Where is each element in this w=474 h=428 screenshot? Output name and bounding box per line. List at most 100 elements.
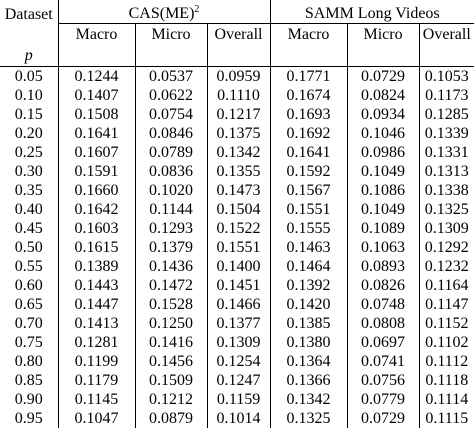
cell-samm-overall: 0.1331 [419, 143, 474, 162]
cell-casme2-macro: 0.1413 [58, 314, 135, 333]
cell-samm-macro: 0.1366 [270, 371, 347, 390]
cell-casme2-micro: 0.0846 [135, 124, 207, 143]
cell-samm-overall: 0.1114 [419, 390, 474, 409]
cell-samm-macro: 0.1555 [270, 219, 347, 238]
cell-casme2-macro: 0.1447 [58, 295, 135, 314]
cell-casme2-overall: 0.1110 [207, 86, 270, 105]
cell-samm-macro: 0.1674 [270, 86, 347, 105]
cell-casme2-micro: 0.0754 [135, 105, 207, 124]
p-value-cell: 0.80 [0, 352, 58, 371]
cell-samm-macro: 0.1464 [270, 257, 347, 276]
cell-samm-overall: 0.1313 [419, 162, 474, 181]
cell-casme2-micro: 0.0622 [135, 86, 207, 105]
cell-casme2-overall: 0.1014 [207, 409, 270, 428]
cell-samm-micro: 0.0893 [347, 257, 419, 276]
cell-samm-micro: 0.0934 [347, 105, 419, 124]
p-value-cell: 0.45 [0, 219, 58, 238]
p-value-cell: 0.70 [0, 314, 58, 333]
cell-casme2-overall: 0.1355 [207, 162, 270, 181]
cell-casme2-overall: 0.0959 [207, 67, 270, 87]
p-value-cell: 0.40 [0, 200, 58, 219]
subheader-samm-macro: Macro [270, 24, 347, 46]
p-value-cell: 0.25 [0, 143, 58, 162]
cell-casme2-overall: 0.1247 [207, 371, 270, 390]
p-row-blank [419, 45, 474, 67]
cell-samm-micro: 0.1086 [347, 181, 419, 200]
cell-samm-macro: 0.1385 [270, 314, 347, 333]
table-header-sub-row: Macro Micro Overall Macro Micro Overall [0, 24, 474, 46]
cell-samm-overall: 0.1325 [419, 200, 474, 219]
cell-casme2-micro: 0.1212 [135, 390, 207, 409]
p-row-blank [135, 45, 207, 67]
p-row-blank [270, 45, 347, 67]
cell-casme2-overall: 0.1522 [207, 219, 270, 238]
group-header-casme2-name: CAS(ME) [129, 5, 195, 22]
cell-samm-micro: 0.1063 [347, 238, 419, 257]
dataset-header: Dataset [0, 0, 58, 24]
cell-casme2-micro: 0.1509 [135, 371, 207, 390]
p-value-cell: 0.30 [0, 162, 58, 181]
cell-casme2-micro: 0.1144 [135, 200, 207, 219]
p-row-blank [207, 45, 270, 67]
cell-casme2-micro: 0.1528 [135, 295, 207, 314]
cell-samm-micro: 0.0741 [347, 352, 419, 371]
cell-casme2-overall: 0.1254 [207, 352, 270, 371]
cell-samm-micro: 0.1049 [347, 162, 419, 181]
cell-casme2-micro: 0.0789 [135, 143, 207, 162]
p-value-cell: 0.15 [0, 105, 58, 124]
cell-samm-overall: 0.1173 [419, 86, 474, 105]
subheader-samm-micro: Micro [347, 24, 419, 46]
cell-casme2-macro: 0.1443 [58, 276, 135, 295]
cell-samm-micro: 0.1089 [347, 219, 419, 238]
cell-samm-overall: 0.1309 [419, 219, 474, 238]
cell-samm-macro: 0.1551 [270, 200, 347, 219]
cell-casme2-macro: 0.1389 [58, 257, 135, 276]
cell-casme2-micro: 0.1293 [135, 219, 207, 238]
cell-samm-overall: 0.1292 [419, 238, 474, 257]
cell-samm-micro: 0.0826 [347, 276, 419, 295]
cell-samm-overall: 0.1053 [419, 67, 474, 87]
cell-casme2-overall: 0.1217 [207, 105, 270, 124]
cell-samm-macro: 0.1641 [270, 143, 347, 162]
p-row-blank [58, 45, 135, 67]
cell-samm-overall: 0.1102 [419, 333, 474, 352]
dataset-header-blank [0, 24, 58, 46]
cell-samm-overall: 0.1338 [419, 181, 474, 200]
cell-casme2-macro: 0.1244 [58, 67, 135, 87]
subheader-casme2-macro: Macro [58, 24, 135, 46]
subheader-casme2-micro: Micro [135, 24, 207, 46]
cell-casme2-micro: 0.0537 [135, 67, 207, 87]
cell-casme2-macro: 0.1641 [58, 124, 135, 143]
cell-samm-micro: 0.0824 [347, 86, 419, 105]
p-value-cell: 0.75 [0, 333, 58, 352]
subheader-casme2-overall: Overall [207, 24, 270, 46]
cell-samm-macro: 0.1420 [270, 295, 347, 314]
p-value-cell: 0.65 [0, 295, 58, 314]
cell-casme2-macro: 0.1607 [58, 143, 135, 162]
cell-casme2-micro: 0.1379 [135, 238, 207, 257]
cell-samm-micro: 0.0808 [347, 314, 419, 333]
cell-casme2-overall: 0.1473 [207, 181, 270, 200]
cell-casme2-overall: 0.1342 [207, 143, 270, 162]
cell-casme2-micro: 0.1020 [135, 181, 207, 200]
cell-samm-macro: 0.1325 [270, 409, 347, 428]
cell-casme2-macro: 0.1642 [58, 200, 135, 219]
cell-samm-macro: 0.1392 [270, 276, 347, 295]
cell-casme2-micro: 0.1456 [135, 352, 207, 371]
table-header-p-row: p [0, 45, 474, 67]
cell-samm-micro: 0.1049 [347, 200, 419, 219]
cell-samm-micro: 0.0729 [347, 409, 419, 428]
cell-samm-micro: 0.0986 [347, 143, 419, 162]
cell-samm-overall: 0.1118 [419, 371, 474, 390]
